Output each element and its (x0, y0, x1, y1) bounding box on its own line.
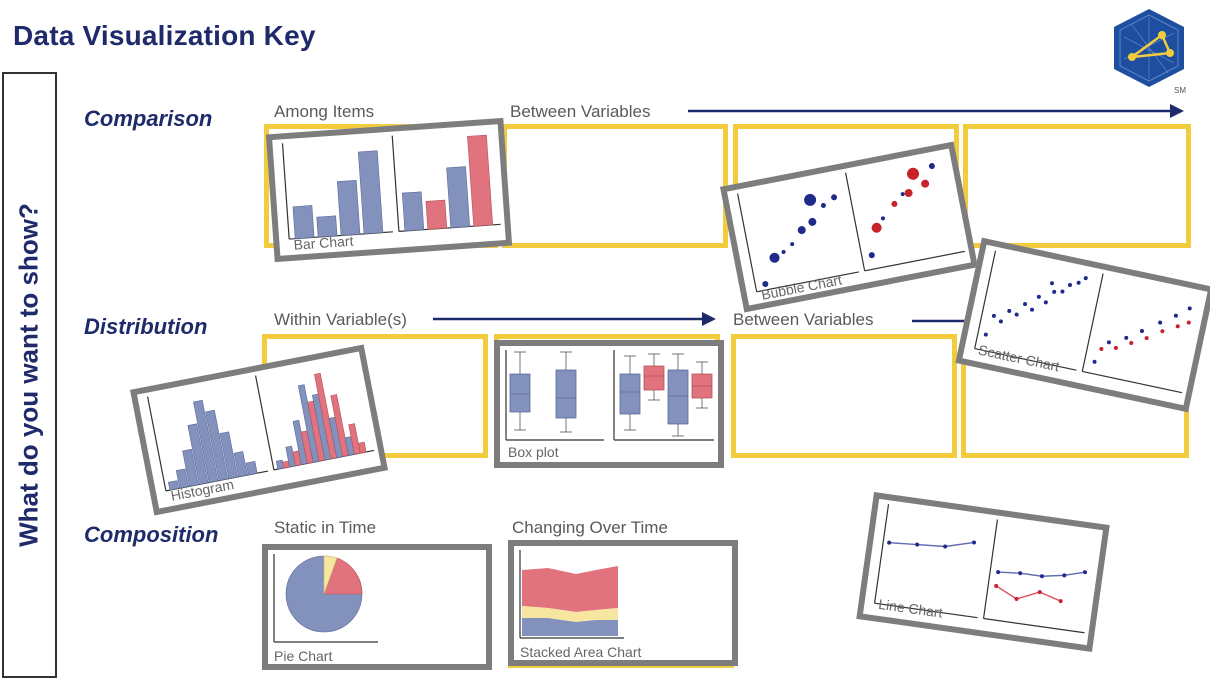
bar-chart-card: Bar Chart (265, 117, 513, 263)
box-plot-thumbnail (505, 350, 714, 441)
logo-mark: SM (1174, 86, 1186, 95)
histogram-card: Histogram (129, 344, 389, 516)
sublabel-among-items: Among Items (274, 102, 375, 121)
sublabel-static-in-time: Static in Time (274, 518, 377, 537)
pie-slice-red (323, 557, 363, 595)
caption-pie-chart: Pie Chart (274, 648, 333, 664)
pie-chart-thumbnail (273, 554, 378, 643)
scatter-chart-thumbnail (974, 250, 1192, 394)
sublabel-between-variables-distribution: Between Variables (733, 310, 874, 329)
network-hexagon-logo-icon: SM (1112, 7, 1186, 95)
slot-comparison-between-1 (502, 124, 728, 248)
box-plot-card: Box plot (494, 340, 724, 468)
scatter-chart-card: Scatter Chart (955, 237, 1210, 413)
line-chart-thumbnail (874, 504, 1087, 634)
caption-box-plot: Box plot (508, 444, 559, 460)
area-layer-blue (522, 618, 618, 636)
slot-comparison-between-3 (963, 124, 1191, 248)
stacked-area-chart-card: Stacked Area Chart (508, 540, 738, 666)
slot-distribution-between-1 (731, 334, 957, 458)
row-label-composition: Composition (84, 522, 219, 547)
row-label-comparison: Comparison (84, 106, 213, 131)
sublabel-changing-over-time: Changing Over Time (512, 518, 668, 537)
stacked-area-thumbnail (519, 550, 624, 639)
distribution-arrowhead (702, 312, 716, 326)
question-panel (2, 72, 57, 678)
bubble-chart-card: Bubble Chart (719, 141, 979, 313)
area-layer-red (522, 566, 618, 612)
histogram-thumbnail (146, 372, 375, 492)
pie-slice-yellow (323, 555, 338, 595)
page-title: Data Visualization Key (13, 20, 316, 51)
bar-chart-thumbnail (281, 134, 501, 240)
sublabel-within-variables: Within Variable(s) (274, 310, 407, 329)
sublabel-between-variables-comparison: Between Variables (510, 102, 651, 121)
row-label-distribution: Distribution (84, 314, 208, 339)
caption-stacked-area-chart: Stacked Area Chart (520, 644, 642, 660)
comparison-arrowhead (1170, 104, 1184, 118)
pie-chart-card: Pie Chart (262, 544, 492, 670)
line-chart-card: Line Chart (856, 492, 1110, 652)
bubble-chart-thumbnail (736, 163, 965, 293)
